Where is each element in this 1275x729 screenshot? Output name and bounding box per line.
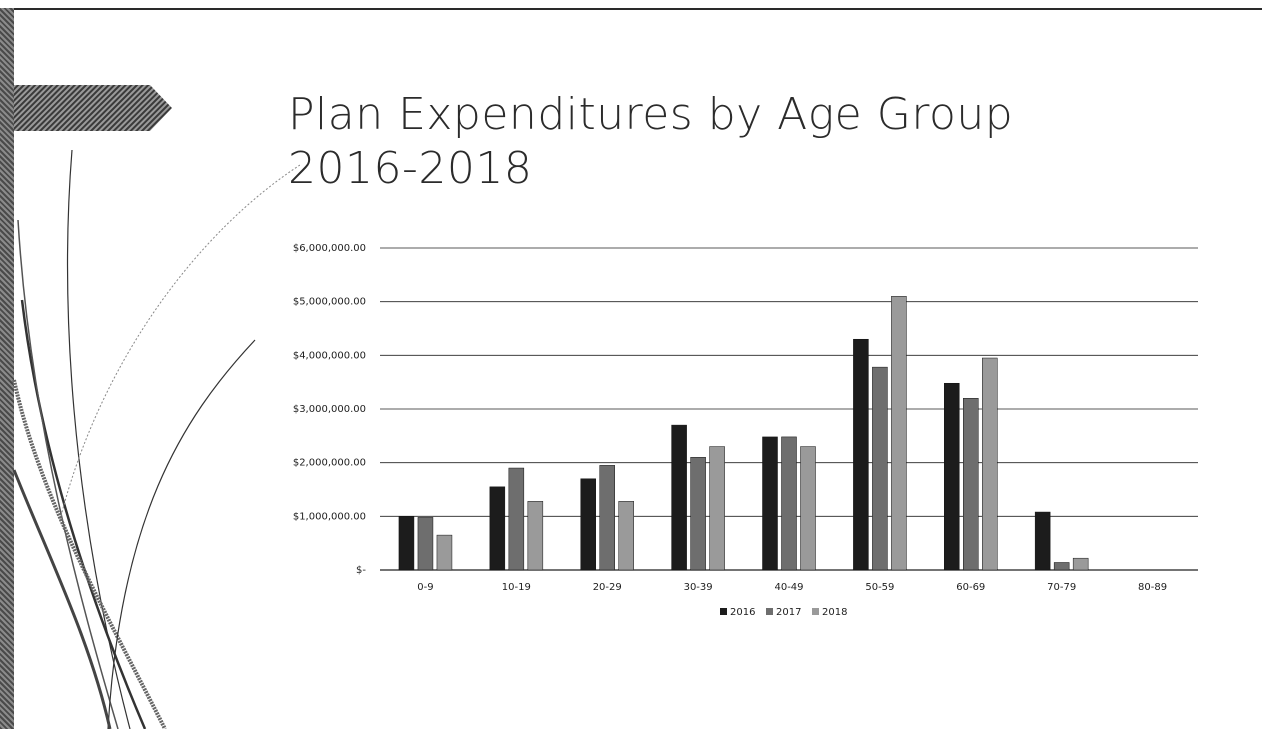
bar-2016-30-39 — [671, 424, 687, 571]
x-tick-label: 50-59 — [865, 582, 894, 593]
bar-2017-10-19 — [508, 467, 525, 571]
bar-2018-30-39 — [709, 446, 725, 571]
bar-2017-40-49 — [781, 436, 797, 571]
bar-2016-20-29 — [580, 478, 596, 571]
bar-2018-40-49 — [800, 446, 816, 571]
left-accent-bar — [0, 8, 14, 729]
bar-2018-20-29 — [618, 501, 634, 571]
bar-2017-60-69 — [963, 398, 979, 571]
bar-2017-30-39 — [690, 457, 706, 571]
y-tick-label: $- — [356, 565, 366, 576]
bar-2016-50-59 — [853, 338, 869, 571]
bar-2017-70-79 — [1053, 562, 1070, 571]
x-tick-label: 0-9 — [417, 582, 433, 593]
legend-swatch-2018 — [812, 608, 819, 615]
bar-2018-0-9 — [436, 534, 453, 571]
legend-label-2016: 2016 — [730, 607, 755, 618]
title-line-2: 2016-2018 — [288, 143, 533, 194]
y-tick-label: $4,000,000.00 — [293, 350, 366, 361]
bar-2018-70-79 — [1072, 557, 1089, 571]
title-line-1: Plan Expenditures by Age Group — [288, 89, 1014, 140]
bar-2018-60-69 — [982, 357, 998, 571]
x-tick-label: 10-19 — [502, 582, 531, 593]
y-tick-label: $6,000,000.00 — [293, 243, 366, 254]
x-tick-label: 80-89 — [1138, 582, 1167, 593]
slide-title: Plan Expenditures by Age Group 2016-2018 — [288, 88, 1188, 196]
bar-2016-0-9 — [398, 516, 415, 571]
bar-2017-0-9 — [417, 517, 434, 571]
legend-swatch-2017 — [766, 608, 773, 615]
bar-chart: $- $1,000,000.00 $2,000,000.00 $3,000,000.0… — [293, 243, 1198, 618]
bar-2016-60-69 — [944, 382, 960, 571]
top-rule — [0, 8, 1262, 10]
y-tick-label: $1,000,000.00 — [293, 511, 366, 522]
arrow-banner — [14, 85, 172, 131]
x-tick-label: 40-49 — [774, 582, 803, 593]
bar-2016-40-49 — [762, 436, 778, 571]
x-tick-label: 70-79 — [1047, 582, 1076, 593]
x-tick-label: 30-39 — [684, 582, 713, 593]
bar-2018-50-59 — [891, 296, 907, 571]
bar-2017-20-29 — [599, 465, 615, 571]
bar-2017-50-59 — [872, 366, 888, 571]
y-tick-label: $5,000,000.00 — [293, 297, 366, 308]
bar-2016-10-19 — [489, 486, 506, 571]
x-tick-label: 60-69 — [956, 582, 985, 593]
y-tick-label: $3,000,000.00 — [293, 404, 366, 415]
bar-2016-70-79 — [1034, 511, 1051, 571]
legend-swatch-2016 — [720, 608, 727, 615]
decorative-curves — [12, 85, 300, 729]
legend-label-2017: 2017 — [776, 607, 801, 618]
y-tick-label: $2,000,000.00 — [293, 458, 366, 469]
legend-label-2018: 2018 — [822, 607, 847, 618]
x-tick-label: 20-29 — [593, 582, 622, 593]
bar-2018-10-19 — [527, 501, 544, 571]
